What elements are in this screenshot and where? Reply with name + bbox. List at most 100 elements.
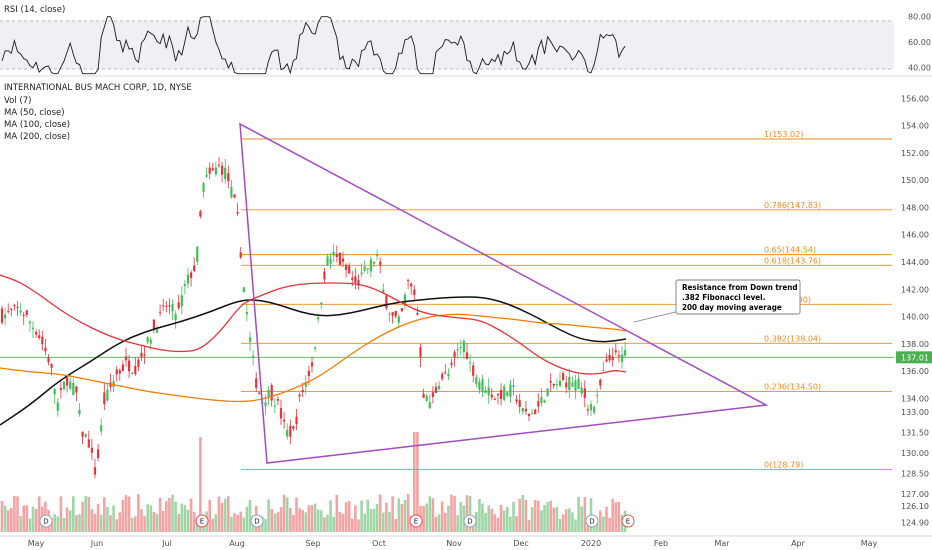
candle-body [140,352,143,358]
candle-body [593,406,596,413]
volume-bar [146,504,149,532]
volume-bar [431,498,435,532]
candle-body [264,402,267,407]
volume-bar [0,501,4,532]
candle-body [574,380,577,391]
price-tick-11: 136.00 [901,367,929,376]
volume-bar [437,514,441,532]
candle-body [252,355,255,358]
fib-label-5: 0.382(138.04) [764,334,821,343]
candle-body [301,389,304,393]
event-marker-5[interactable] [585,514,599,528]
volume-bar [385,502,388,532]
candle-body [500,389,503,400]
candle-body [453,352,456,358]
candle-body [586,409,589,411]
volume-bar [347,500,351,532]
volume-bar [137,494,140,532]
price-tick-17: 127.00 [901,490,929,499]
indicator-ma50: MA (50, close) [4,108,65,118]
volume-bar [487,505,490,532]
volume-bar [10,507,13,532]
volume-bar [422,505,425,532]
candle-body [7,311,10,313]
candle-body [314,347,317,349]
volume-bar [199,437,202,532]
triangle-pattern [239,122,769,464]
candle-body [555,384,558,386]
candle-body [84,434,87,437]
candle-body [221,165,224,175]
event-marker-6[interactable] [621,514,635,528]
volume-bar [608,517,611,532]
volume-bar [502,510,506,532]
price-axis: 156.00 154.00 152.00 150.00 148.00 146.00 144.… [896,94,932,527]
candle-body [143,354,146,356]
volume-bar [186,509,190,532]
candle-body [100,425,103,432]
volume-bar [372,508,376,532]
volume-bar [112,505,115,532]
volume-bar [106,507,109,532]
candle-body [53,388,56,395]
volume-bar [282,494,286,532]
volume-bar [310,505,314,532]
candle-body [413,289,416,296]
price-tick-4: 148.00 [901,203,929,212]
volume-bar [394,518,397,532]
price-tick-19: 124.90 [901,518,929,527]
volume-bar [124,495,128,532]
rsi-tick-0: 80.00 [908,13,931,22]
volume-bar [285,497,289,532]
candle-body [242,287,245,293]
candle-body [459,347,462,349]
candle-body [295,416,298,425]
time-tick-9: Feb [654,539,668,548]
volume-bar [155,513,159,532]
volume-bar [75,515,78,532]
rsi-tick-2: 40.00 [908,63,931,72]
candle-body [205,174,208,177]
candle-body [90,447,93,453]
volume-bar [292,514,295,532]
candle-body [580,387,583,394]
volume-bar [416,432,419,532]
candle-body [128,360,131,372]
candle-body [286,430,289,437]
event-marker-0[interactable] [39,514,53,528]
event-marker-3[interactable] [409,514,423,528]
candle-body [183,284,186,287]
candle-body [320,302,323,305]
candle-body [438,385,441,390]
event-marker-2[interactable] [250,514,264,528]
volume-bar [62,518,66,532]
event-marker-4[interactable] [463,514,477,528]
candle-body [472,365,475,376]
volume-bar [37,496,41,532]
candle-body [549,380,552,383]
volume-bar [490,508,494,532]
candle-body [310,362,314,367]
candle-body [66,377,69,386]
candle-body [407,280,410,282]
event-marker-1[interactable] [195,514,209,528]
volume-bar [90,509,94,532]
volume-bar [537,500,540,532]
fib-label-2: 0.65(144.54) [764,246,816,255]
annotation-box [675,279,801,315]
volume-bar [273,513,277,532]
volume-bar [180,503,184,532]
candle-body [465,352,469,360]
volume-bar [558,518,562,532]
candle-body [419,347,422,358]
candle-body [304,381,307,387]
candle-body [385,295,388,309]
volume-bar [499,504,503,532]
volume-bar [121,499,125,532]
volume-bar [168,498,171,532]
event-marker-label-2: D [254,518,259,526]
volume-bar [115,519,118,532]
time-tick-11: Apr [791,539,806,548]
candle-body [335,254,338,258]
